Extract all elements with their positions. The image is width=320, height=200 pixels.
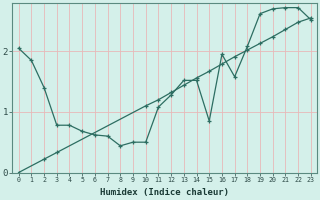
X-axis label: Humidex (Indice chaleur): Humidex (Indice chaleur): [100, 188, 229, 197]
